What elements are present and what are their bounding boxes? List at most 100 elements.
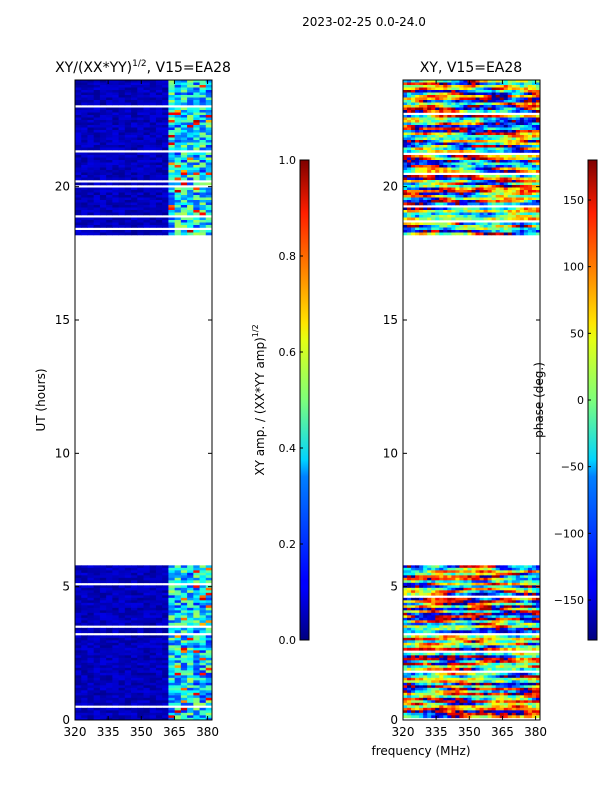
amp-cell: [155, 567, 163, 571]
amp-cell: [143, 630, 151, 634]
phase-cell: [467, 600, 472, 604]
amp-cell: [87, 140, 95, 143]
phase-cell: [443, 620, 448, 624]
amp-cell: [99, 645, 107, 649]
phase-cell: [523, 87, 529, 91]
amp-cell: [75, 567, 82, 571]
phase-cell: [439, 117, 444, 121]
phase-cell: [475, 577, 480, 581]
amp-cell: [106, 222, 113, 226]
phase-cell: [459, 620, 464, 624]
phase-cell: [423, 660, 428, 664]
amp-cell: [93, 657, 101, 661]
amp-cell: [118, 707, 126, 711]
amp-cell: [187, 580, 194, 584]
phase-cell: [483, 647, 489, 651]
phase-cell: [467, 712, 472, 716]
phase-cell: [511, 702, 517, 706]
phase-cell: [483, 567, 489, 571]
phase-cell: [507, 662, 513, 666]
amp-cell: [187, 157, 194, 161]
phase-cell: [439, 647, 444, 651]
amp-cell: [193, 682, 200, 686]
amp-cell: [155, 97, 163, 101]
amp-cell: [112, 570, 119, 574]
phase-cell: [447, 715, 452, 719]
phase-cell: [419, 85, 424, 88]
phase-cell: [403, 577, 408, 581]
phase-cell: [455, 690, 460, 694]
phase-cell: [467, 107, 472, 111]
amp-cell: [137, 172, 144, 176]
amp-cell: [118, 585, 126, 589]
amp-cell: [106, 687, 113, 691]
phase-cell: [503, 590, 509, 594]
phase-cell: [411, 82, 416, 86]
amp-cell: [87, 622, 95, 626]
amp-cell: [155, 100, 163, 103]
amp-cell: [75, 662, 82, 666]
phase-cell: [495, 85, 501, 88]
phase-cell: [407, 575, 412, 579]
phase-cell: [519, 715, 525, 719]
amp-cell: [199, 112, 207, 116]
amp-cell: [149, 127, 157, 131]
phase-cell: [447, 625, 452, 629]
amp-cell: [118, 592, 126, 596]
amp-cell: [87, 650, 95, 654]
amp-cell: [81, 160, 88, 163]
amp-cell: [106, 592, 113, 596]
amp-cell: [187, 577, 194, 581]
phase-cell: [491, 102, 497, 106]
amp-cell: [199, 200, 207, 203]
amp-cell: [162, 212, 169, 216]
phase-cell: [471, 592, 476, 596]
amp-cell: [149, 605, 157, 609]
phase-cell: [515, 620, 521, 624]
amp-cell: [124, 585, 132, 589]
amp-cell: [155, 102, 163, 106]
amp-cell: [193, 575, 200, 579]
amp-cell: [162, 597, 169, 601]
amp-cell: [131, 635, 138, 639]
amp-cell: [199, 572, 207, 576]
phase-cell: [503, 690, 509, 694]
amp-cell: [87, 585, 95, 589]
amp-cell: [93, 597, 101, 601]
phase-cell: [439, 667, 444, 671]
phase-cell: [411, 110, 416, 113]
phase-cell: [439, 97, 444, 101]
amp-cell: [149, 137, 157, 141]
phase-cell: [483, 100, 489, 103]
amp-cell: [205, 182, 212, 186]
amp-cell: [106, 130, 113, 133]
amp-cell: [155, 115, 163, 118]
amp-cell: [137, 627, 144, 631]
amp-cell: [93, 677, 101, 681]
amp-cell: [81, 197, 88, 201]
amp-cell: [193, 217, 200, 221]
amp-cell: [124, 85, 132, 88]
phase-cell: [523, 692, 529, 696]
amp-cell: [93, 630, 101, 634]
amp-cell: [193, 570, 200, 574]
phase-cell: [403, 575, 408, 579]
phase-cell: [411, 610, 416, 614]
phase-cell: [507, 695, 513, 699]
phase-cell: [475, 622, 480, 626]
amp-cell: [168, 600, 176, 604]
phase-cell: [451, 117, 456, 121]
amp-cell: [112, 107, 119, 111]
phase-cell: [411, 712, 416, 716]
phase-cell: [447, 647, 452, 651]
amp-cell: [199, 110, 207, 113]
phase-cell: [511, 575, 517, 579]
phase-cell: [531, 662, 537, 666]
amp-cell: [112, 642, 119, 646]
amp-cell: [187, 212, 194, 216]
phase-cell: [435, 597, 440, 601]
amp-cell: [81, 612, 88, 616]
phase-cell: [419, 682, 424, 686]
amp-cell: [106, 645, 113, 649]
phase-cell: [455, 607, 460, 611]
